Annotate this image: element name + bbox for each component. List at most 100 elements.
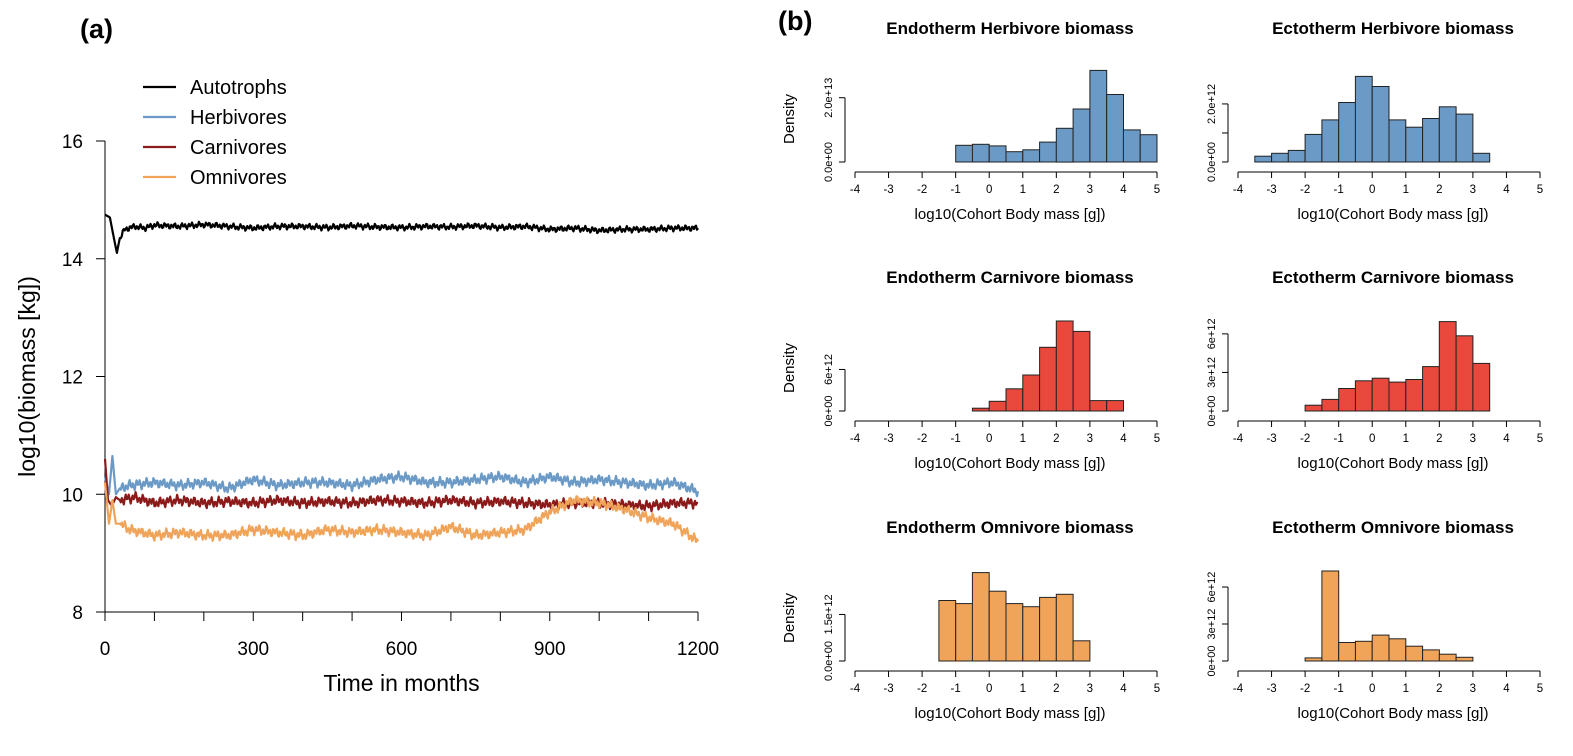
x-axis-label: log10(Cohort Body mass [g]): [915, 455, 1106, 472]
histogram-bar: [1072, 330, 1091, 412]
y-tick-label: 2.0e+12: [1206, 84, 1218, 124]
y-tick-label: 8: [72, 603, 83, 624]
x-tick-label: 1: [1020, 683, 1026, 695]
y-tick-label: 10: [62, 485, 83, 506]
histogram-bar: [1022, 149, 1041, 163]
histogram-bar: [1055, 320, 1074, 412]
histogram-bar: [1022, 606, 1041, 662]
y-tick-label: 2.0e+13: [823, 78, 835, 118]
x-tick-label: 4: [1120, 184, 1127, 196]
x-tick-label: -1: [951, 184, 961, 196]
histogram-bar: [1089, 400, 1108, 412]
x-tick-label: 5: [1154, 683, 1160, 695]
x-tick-label: 1: [1020, 433, 1026, 445]
hist-endo-carn: Endotherm Carnivore biomass -4 -3 -2 -1 0 1 2 3 4…: [781, 268, 1160, 472]
histogram-bar: [1254, 155, 1273, 163]
histogram-title: Endotherm Carnivore biomass: [886, 268, 1134, 287]
x-tick-label: 0: [986, 683, 992, 695]
x-tick-label: -3: [883, 683, 893, 695]
histogram-title: Endotherm Herbivore biomass: [886, 19, 1134, 38]
hist-ecto-carn: Ectotherm Carnivore biomass -4 -3 -2 -1 0 1 2 3 4…: [1206, 268, 1543, 472]
x-axis-label: log10(Cohort Body mass [g]): [1298, 455, 1489, 472]
x-tick-label: 4: [1120, 433, 1127, 445]
x-tick-label: 600: [386, 639, 418, 660]
timeseries-chart: 8 10 12 14 16 0 300 600 900 1200 Time in months log…: [14, 77, 719, 696]
histogram-bar: [1388, 119, 1407, 163]
y-tick-label: 6e+12: [1206, 318, 1218, 349]
histogram-bar: [955, 144, 974, 163]
y-axis-label: log10(biomass [kg]): [14, 276, 40, 477]
histogram-bar: [1055, 127, 1074, 163]
x-tick-label: -3: [883, 433, 893, 445]
histogram-title: Ectotherm Herbivore biomass: [1272, 19, 1514, 38]
x-axis-label: log10(Cohort Body mass [g]): [1298, 206, 1489, 223]
histogram-bar: [1122, 129, 1141, 163]
x-tick-label: 2: [1053, 433, 1059, 445]
x-tick-label: 3: [1087, 184, 1093, 196]
y-tick-label: 0.0e+00: [823, 142, 835, 182]
x-tick-label: 2: [1053, 184, 1059, 196]
y-axis-label: Density: [781, 592, 798, 643]
histogram-bar: [1371, 377, 1390, 412]
histogram-bar: [1455, 335, 1474, 412]
x-tick-label: 5: [1537, 683, 1543, 695]
legend-label-herbivores: Herbivores: [190, 107, 287, 129]
histogram-bar: [1005, 151, 1024, 163]
x-tick-label: -3: [1266, 433, 1276, 445]
x-tick-label: 0: [1369, 433, 1375, 445]
x-tick-label: 2: [1436, 184, 1442, 196]
histogram-bar: [1405, 645, 1424, 662]
histogram-bar: [1338, 102, 1356, 163]
x-tick-label: 1: [1403, 184, 1409, 196]
y-tick-label: 0e+00: [823, 396, 835, 427]
x-tick-label: -3: [883, 184, 893, 196]
x-tick-label: -1: [1334, 433, 1344, 445]
histogram-bar: [1405, 379, 1424, 412]
x-tick-label: 5: [1154, 433, 1160, 445]
histogram-bar: [1039, 596, 1057, 662]
histogram-bar: [1039, 141, 1057, 163]
histogram-bar: [1106, 400, 1124, 412]
histogram-bar: [1072, 640, 1091, 662]
histogram-bar: [938, 600, 957, 662]
histogram-bar: [1005, 388, 1024, 412]
histogram-bar: [1455, 656, 1474, 662]
x-tick-label: -2: [917, 683, 927, 695]
histogram-bar: [1039, 346, 1057, 412]
x-tick-label: 2: [1053, 683, 1059, 695]
histogram-bar: [988, 145, 1007, 163]
histogram-title: Ectotherm Omnivore biomass: [1272, 518, 1514, 537]
x-tick-label: 3: [1470, 184, 1476, 196]
histogram-bar: [1438, 653, 1457, 662]
x-tick-label: 5: [1537, 184, 1543, 196]
histogram-bar: [1139, 134, 1158, 163]
x-axis-label: Time in months: [323, 670, 479, 696]
panel-b-label: (b): [778, 6, 812, 36]
legend-label-omnivores: Omnivores: [190, 167, 287, 189]
x-tick-label: 300: [237, 639, 269, 660]
legend-label-carnivores: Carnivores: [190, 137, 287, 159]
x-tick-label: -2: [1300, 433, 1310, 445]
histogram-bar: [1354, 640, 1373, 662]
x-tick-label: -1: [1334, 184, 1344, 196]
x-axis-label: log10(Cohort Body mass [g]): [915, 206, 1106, 223]
y-tick-label: 0e+00: [1206, 646, 1218, 677]
histogram-title: Ectotherm Carnivore biomass: [1272, 268, 1514, 287]
histogram-bar: [1321, 398, 1340, 412]
histogram-bar: [1422, 118, 1440, 163]
histogram-grid: Endotherm Herbivore biomass -4 -3 -2 -1 0 1 2 3 4…: [781, 19, 1543, 722]
histogram-bar: [1472, 152, 1491, 163]
histogram-bar: [1304, 657, 1323, 662]
x-tick-label: -1: [951, 683, 961, 695]
x-tick-label: 4: [1503, 683, 1510, 695]
hist-ecto-herb: Ectotherm Herbivore biomass -4 -3 -2 -1 0 1 2 3 4…: [1206, 19, 1543, 223]
histogram-bar: [955, 603, 974, 662]
y-axis-label: Density: [781, 342, 798, 393]
histogram-bar: [1438, 321, 1457, 412]
x-tick-label: -3: [1266, 184, 1276, 196]
hist-endo-omni: Endotherm Omnivore biomass -4 -3 -2 -1 0 1 2 3 4 5…: [781, 518, 1160, 722]
y-axis-label: Density: [781, 93, 798, 144]
x-tick-label: 0: [986, 433, 992, 445]
x-tick-label: 3: [1087, 683, 1093, 695]
histogram-bar: [1022, 374, 1041, 412]
